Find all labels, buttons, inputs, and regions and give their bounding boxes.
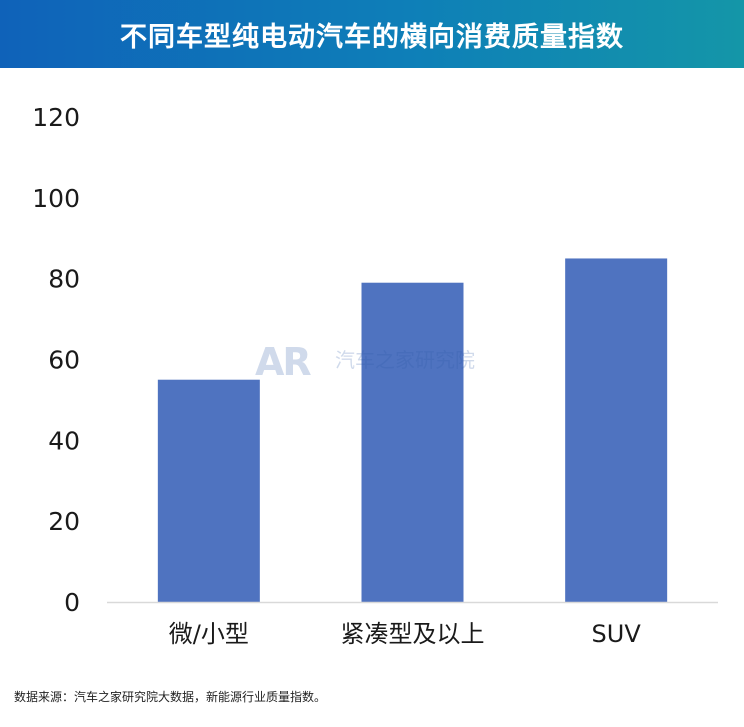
y-tick-label: 80 bbox=[48, 265, 80, 294]
chart-area: 0 20 40 60 80 100 120 微/小型 紧凑型及以上 SUV AR 汽车之家研究院 bbox=[0, 68, 744, 688]
y-tick-label: 120 bbox=[32, 103, 80, 132]
x-category-label: 紧凑型及以上 bbox=[341, 620, 485, 648]
x-category-label: SUV bbox=[592, 620, 642, 648]
bar bbox=[157, 379, 260, 602]
y-tick-label: 100 bbox=[32, 184, 80, 213]
data-source-note: 数据来源：汽车之家研究院大数据，新能源行业质量指数。 bbox=[14, 690, 327, 704]
title-banner: 不同车型纯电动汽车的横向消费质量指数 bbox=[0, 0, 744, 68]
y-tick-label: 0 bbox=[64, 588, 80, 617]
bar-chart: 0 20 40 60 80 100 120 微/小型 紧凑型及以上 SUV bbox=[32, 103, 718, 648]
bar bbox=[565, 258, 668, 602]
x-category-label: 微/小型 bbox=[169, 620, 249, 648]
bar bbox=[361, 282, 464, 602]
y-tick-label: 40 bbox=[48, 426, 80, 455]
y-tick-label: 60 bbox=[48, 346, 80, 375]
chart-title: 不同车型纯电动汽车的横向消费质量指数 bbox=[120, 21, 624, 53]
y-tick-label: 20 bbox=[48, 507, 80, 536]
